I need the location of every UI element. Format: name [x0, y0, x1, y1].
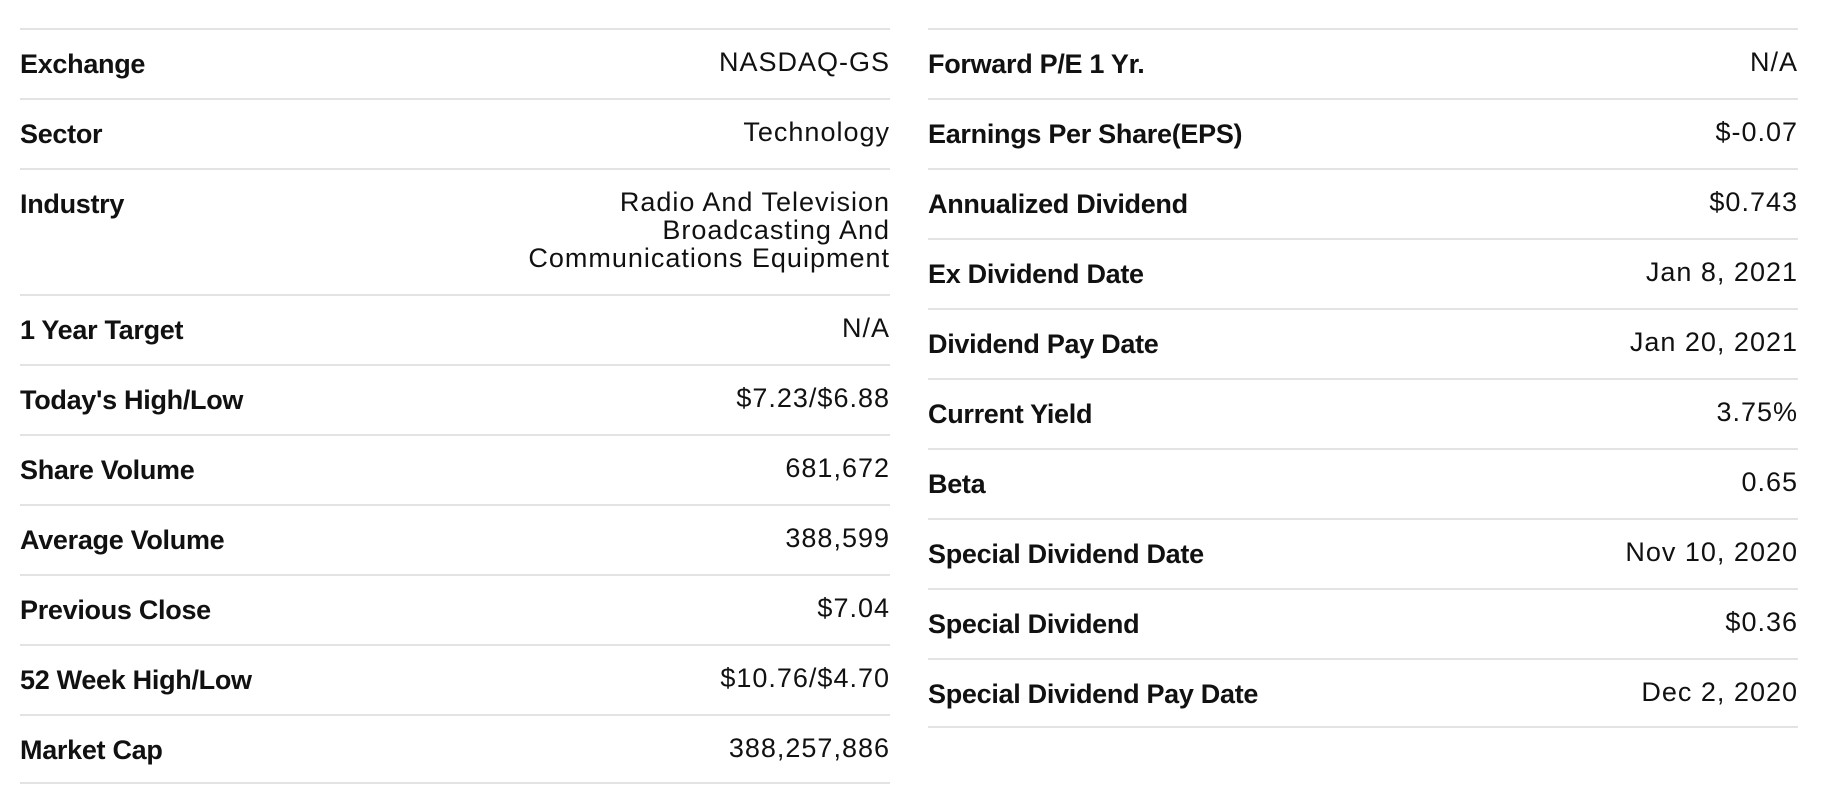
table-row-special-dividend-date: Special Dividend Date Nov 10, 2020: [928, 518, 1798, 588]
row-value: Technology: [743, 117, 890, 147]
table-row-special-dividend-pay-date: Special Dividend Pay Date Dec 2, 2020: [928, 658, 1798, 728]
row-value: $0.36: [1725, 607, 1798, 637]
table-row-special-dividend: Special Dividend $0.36: [928, 588, 1798, 658]
row-label: Sector: [20, 119, 103, 149]
table-row-share-volume: Share Volume 681,672: [20, 434, 890, 504]
table-row-beta: Beta 0.65: [928, 448, 1798, 518]
row-value: 681,672: [785, 453, 890, 483]
row-value: Nov 10, 2020: [1625, 537, 1798, 567]
table-row-eps: Earnings Per Share(EPS) $-0.07: [928, 98, 1798, 168]
table-row-industry: Industry Radio And Television Broadcasti…: [20, 168, 890, 294]
row-label: Industry: [20, 189, 125, 219]
summary-data-tables: Exchange NASDAQ-GS Sector Technology Ind…: [20, 28, 1798, 784]
summary-table-right: Forward P/E 1 Yr. N/A Earnings Per Share…: [928, 28, 1798, 784]
row-label: Exchange: [20, 49, 146, 79]
row-label: Special Dividend Pay Date: [928, 679, 1259, 709]
row-label: Share Volume: [20, 455, 195, 485]
row-value: Jan 8, 2021: [1645, 257, 1798, 287]
row-value: 3.75%: [1716, 397, 1798, 427]
row-label: Beta: [928, 469, 986, 499]
row-label: Forward P/E 1 Yr.: [928, 49, 1145, 79]
row-value: Radio And Television Broadcasting And Co…: [528, 187, 890, 273]
table-row-52-week-high-low: 52 Week High/Low $10.76/$4.70: [20, 644, 890, 714]
row-value: $7.04: [817, 593, 890, 623]
table-row-ex-dividend-date: Ex Dividend Date Jan 8, 2021: [928, 238, 1798, 308]
table-row-1-year-target: 1 Year Target N/A: [20, 294, 890, 364]
table-row-todays-high-low: Today's High/Low $7.23/$6.88: [20, 364, 890, 434]
row-value: $10.76/$4.70: [720, 663, 890, 693]
row-label: 52 Week High/Low: [20, 665, 252, 695]
row-value: $7.23/$6.88: [736, 383, 890, 413]
row-value: 388,599: [785, 523, 890, 553]
table-row-forward-pe: Forward P/E 1 Yr. N/A: [928, 28, 1798, 98]
row-label: Earnings Per Share(EPS): [928, 119, 1243, 149]
row-value: 388,257,886: [728, 733, 890, 763]
row-label: Current Yield: [928, 399, 1093, 429]
row-value: $0.743: [1709, 187, 1798, 217]
table-row-market-cap: Market Cap 388,257,886: [20, 714, 890, 784]
row-label: Market Cap: [20, 735, 163, 765]
row-label: Annualized Dividend: [928, 189, 1188, 219]
table-row-sector: Sector Technology: [20, 98, 890, 168]
row-value: Jan 20, 2021: [1629, 327, 1798, 357]
row-value: 0.65: [1741, 467, 1798, 497]
table-row-current-yield: Current Yield 3.75%: [928, 378, 1798, 448]
summary-table-left: Exchange NASDAQ-GS Sector Technology Ind…: [20, 28, 890, 784]
row-value: $-0.07: [1715, 117, 1798, 147]
table-row-annualized-dividend: Annualized Dividend $0.743: [928, 168, 1798, 238]
row-label: Previous Close: [20, 595, 211, 625]
table-row-previous-close: Previous Close $7.04: [20, 574, 890, 644]
row-label: Special Dividend Date: [928, 539, 1204, 569]
row-label: Ex Dividend Date: [928, 259, 1144, 289]
table-row-average-volume: Average Volume 388,599: [20, 504, 890, 574]
row-value: NASDAQ-GS: [718, 47, 890, 77]
row-label: Special Dividend: [928, 609, 1140, 639]
row-value: N/A: [841, 313, 890, 343]
row-label: Dividend Pay Date: [928, 329, 1159, 359]
table-row-dividend-pay-date: Dividend Pay Date Jan 20, 2021: [928, 308, 1798, 378]
row-value: Dec 2, 2020: [1641, 677, 1798, 707]
row-value: N/A: [1749, 47, 1798, 77]
row-label: 1 Year Target: [20, 315, 184, 345]
table-row-exchange: Exchange NASDAQ-GS: [20, 28, 890, 98]
row-label: Today's High/Low: [20, 385, 244, 415]
row-label: Average Volume: [20, 525, 225, 555]
